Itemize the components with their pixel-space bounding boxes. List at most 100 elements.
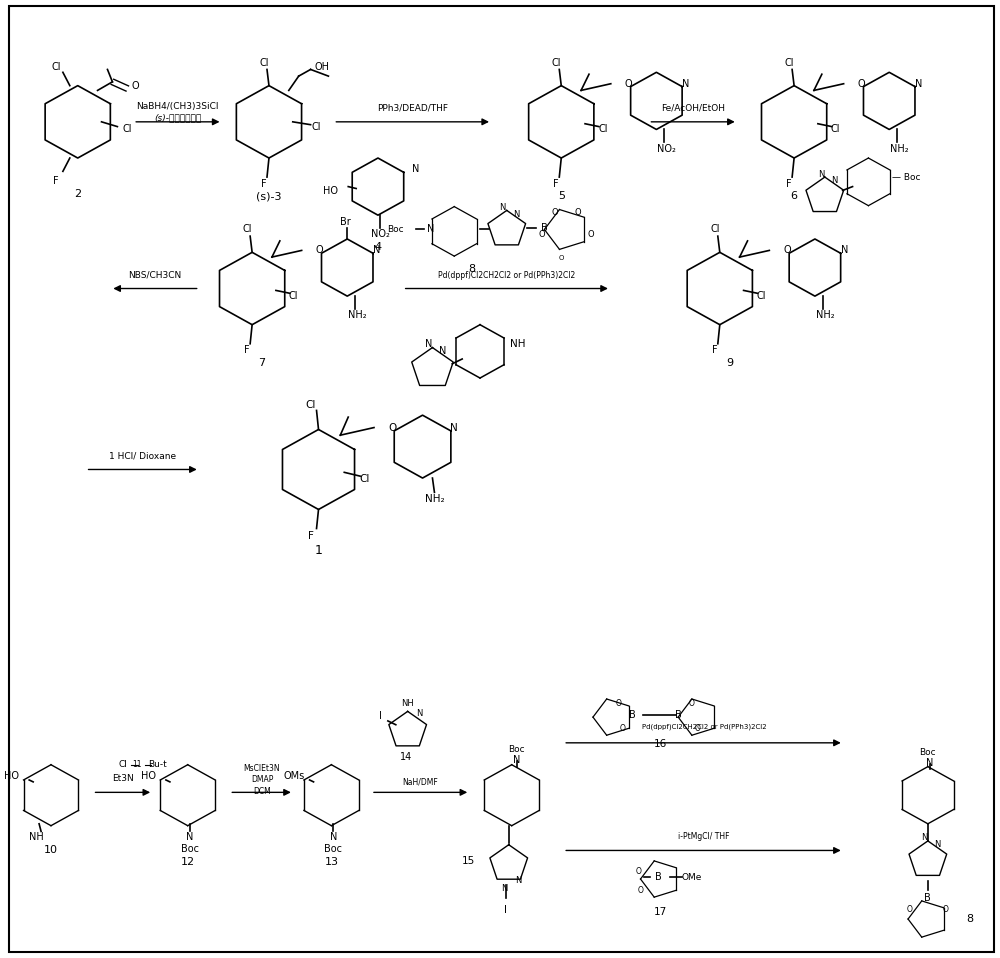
Text: O: O — [616, 699, 622, 708]
Text: O: O — [559, 255, 564, 261]
Text: NBS/CH3CN: NBS/CH3CN — [128, 271, 182, 280]
Text: 10: 10 — [44, 845, 58, 855]
Text: N: N — [841, 245, 848, 256]
Text: HO: HO — [4, 771, 19, 781]
Text: — Boc: — Boc — [892, 172, 920, 182]
Text: F: F — [244, 346, 250, 355]
Text: F: F — [53, 176, 59, 186]
Text: 6: 6 — [791, 192, 798, 201]
Text: Cl: Cl — [598, 125, 608, 134]
Text: PPh3/DEAD/THF: PPh3/DEAD/THF — [377, 104, 448, 113]
Text: NH₂: NH₂ — [890, 144, 908, 153]
Text: N: N — [832, 176, 838, 186]
Text: 14: 14 — [400, 752, 412, 763]
Text: O: O — [638, 886, 643, 895]
Text: Boc: Boc — [181, 844, 199, 854]
Text: Pd(dppf)Cl2CH2Cl2 or Pd(PPh3)2Cl2: Pd(dppf)Cl2CH2Cl2 or Pd(PPh3)2Cl2 — [642, 723, 766, 730]
Text: N: N — [373, 245, 381, 256]
Text: N: N — [513, 210, 520, 218]
Text: 12: 12 — [181, 856, 195, 867]
Text: N: N — [500, 203, 506, 212]
Text: Et3N: Et3N — [112, 773, 134, 783]
Text: F: F — [308, 531, 314, 541]
Text: OMs: OMs — [283, 771, 304, 781]
Text: NH₂: NH₂ — [348, 310, 366, 320]
Text: O: O — [689, 699, 695, 708]
Text: NaH/DMF: NaH/DMF — [403, 777, 438, 787]
Text: Boc: Boc — [508, 745, 525, 754]
Text: Cl: Cl — [552, 57, 561, 68]
Text: N: N — [439, 347, 446, 356]
Text: (s)-二苯基脔氨醇: (s)-二苯基脔氨醇 — [154, 114, 201, 123]
Text: Fe/AcOH/EtOH: Fe/AcOH/EtOH — [661, 104, 725, 113]
Text: N: N — [186, 833, 193, 842]
Text: N: N — [416, 709, 423, 718]
Text: 4: 4 — [374, 241, 382, 252]
Text: Boc: Boc — [387, 225, 404, 234]
Text: N: N — [513, 755, 520, 765]
Text: Cl: Cl — [757, 291, 766, 301]
Text: Pd(dppf)Cl2CH2Cl2 or Pd(PPh3)2Cl2: Pd(dppf)Cl2CH2Cl2 or Pd(PPh3)2Cl2 — [438, 271, 575, 280]
Text: B: B — [924, 893, 931, 903]
Text: O: O — [620, 724, 626, 733]
Text: B: B — [655, 872, 662, 882]
Text: NaBH4/(CH3)3SiCl: NaBH4/(CH3)3SiCl — [137, 103, 219, 111]
Text: 2: 2 — [74, 190, 81, 199]
Text: Boc: Boc — [324, 844, 342, 854]
Text: MsClEt3N: MsClEt3N — [244, 764, 280, 773]
Text: Cl: Cl — [289, 291, 298, 301]
Text: I: I — [379, 711, 381, 721]
Text: HO: HO — [141, 771, 156, 781]
Text: DCM: DCM — [253, 787, 271, 796]
Text: Cl: Cl — [51, 61, 61, 72]
Text: N: N — [682, 79, 690, 89]
Text: O: O — [551, 208, 558, 217]
Text: N: N — [935, 840, 941, 849]
Text: NH: NH — [510, 339, 525, 349]
Text: N: N — [412, 165, 419, 174]
Text: 5: 5 — [558, 192, 565, 201]
Text: O: O — [131, 80, 139, 91]
Text: 1 HCl/ Dioxane: 1 HCl/ Dioxane — [109, 451, 176, 461]
Text: NH: NH — [29, 833, 44, 842]
Text: N: N — [330, 833, 337, 842]
Text: O: O — [588, 230, 594, 239]
Text: Cl: Cl — [710, 224, 720, 235]
Text: B: B — [675, 710, 682, 720]
Text: N: N — [427, 224, 434, 235]
Text: 15: 15 — [461, 855, 475, 866]
Text: Boc: Boc — [920, 748, 936, 757]
Text: Cl: Cl — [259, 57, 269, 68]
Text: N: N — [926, 758, 934, 767]
Text: F: F — [553, 179, 559, 189]
Text: N: N — [818, 170, 824, 179]
Text: 1: 1 — [315, 544, 322, 557]
Text: O: O — [316, 245, 323, 256]
Text: O: O — [943, 905, 949, 914]
Text: O: O — [783, 245, 791, 256]
Text: I: I — [504, 904, 507, 915]
Text: O: O — [695, 724, 701, 733]
Text: i-PtMgCl/ THF: i-PtMgCl/ THF — [678, 832, 730, 841]
Text: O: O — [625, 79, 632, 89]
Text: N: N — [425, 339, 432, 349]
Text: Cl: Cl — [123, 125, 132, 134]
Text: N: N — [502, 884, 508, 893]
Text: OMe: OMe — [682, 873, 702, 881]
Text: O: O — [858, 79, 865, 89]
Text: Cl: Cl — [305, 399, 316, 410]
Text: Cl: Cl — [359, 474, 369, 484]
Text: NH₂: NH₂ — [425, 494, 444, 504]
Text: 9: 9 — [726, 357, 733, 368]
Text: Cl: Cl — [119, 761, 128, 769]
Text: 8: 8 — [469, 264, 476, 274]
Text: Cl: Cl — [784, 57, 794, 68]
Text: HO: HO — [323, 187, 338, 196]
Text: NO₂: NO₂ — [371, 229, 389, 240]
Text: OH: OH — [315, 61, 330, 72]
Text: B: B — [541, 222, 548, 233]
Text: DMAP: DMAP — [251, 775, 273, 785]
Text: 13: 13 — [324, 856, 338, 867]
Text: Cl: Cl — [242, 224, 252, 235]
Text: 16: 16 — [654, 739, 667, 749]
